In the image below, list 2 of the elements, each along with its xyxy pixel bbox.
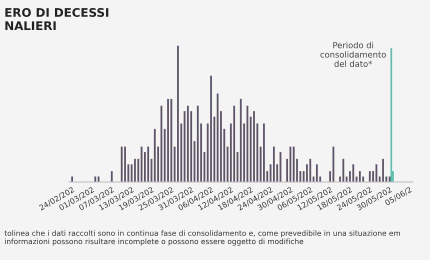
ref-line-label: Periodo di consolidamento del dato* <box>320 42 386 67</box>
chart-title: ERO DI DECESSI NALIERI <box>5 8 108 30</box>
